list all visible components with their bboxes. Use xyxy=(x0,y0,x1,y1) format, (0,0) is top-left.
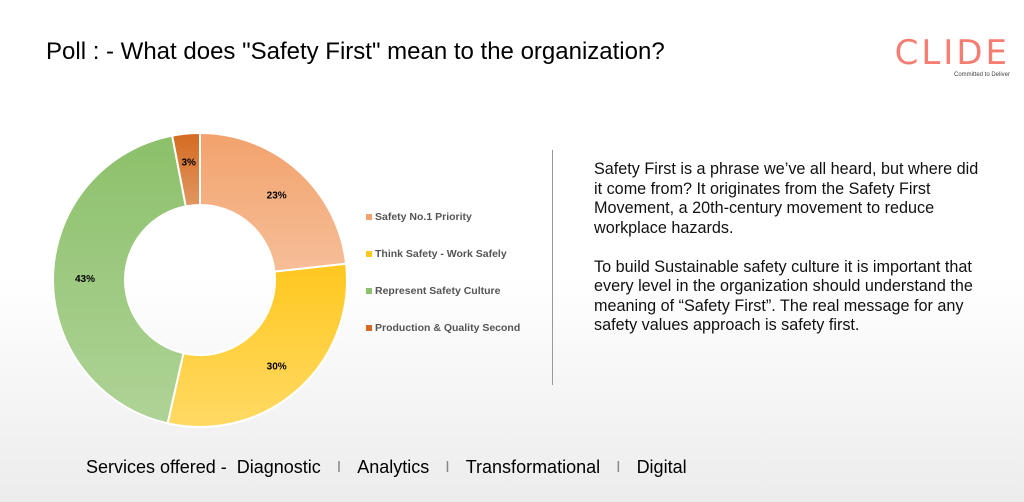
service-analytics: Analytics xyxy=(357,457,430,477)
description: Safety First is a phrase we’ve all heard… xyxy=(594,160,984,355)
legend-swatch xyxy=(366,251,372,257)
separator: I xyxy=(445,458,450,476)
service-digital: Digital xyxy=(636,457,687,477)
separator: I xyxy=(336,458,342,476)
clide-logo: CLIDE Committed to Deliver xyxy=(890,36,1010,79)
data-label: 23% xyxy=(267,190,287,201)
legend-swatch xyxy=(366,288,372,294)
data-label: 30% xyxy=(267,362,287,373)
services-label: Services offered - xyxy=(86,457,227,477)
logo-text: CLIDE xyxy=(894,33,1010,73)
legend-label: Think Safety - Work Safely xyxy=(375,248,507,260)
service-diagnostic: Diagnostic xyxy=(236,457,321,477)
service-transformational: Transformational xyxy=(465,457,601,477)
legend-label: Represent Safety Culture xyxy=(375,285,501,297)
separator: I xyxy=(616,458,621,476)
slice-2 xyxy=(52,134,187,425)
services-footer: Services offered - Diagnostic I Analytic… xyxy=(86,457,687,478)
data-label: 3% xyxy=(181,158,196,169)
slice-1 xyxy=(166,262,348,428)
slide-title: Poll : - What does "Safety First" mean t… xyxy=(46,38,665,65)
donut-chart: 23% 30% 43% 3% Safety No.1 Priority Think Sa… xyxy=(52,131,520,428)
legend-label: Production & Quality Second xyxy=(375,322,520,334)
divider xyxy=(552,150,553,385)
slice-3 xyxy=(171,131,201,208)
legend-swatch xyxy=(366,214,372,220)
legend-label: Safety No.1 Priority xyxy=(375,211,472,223)
paragraph-culture: To build Sustainable safety culture it i… xyxy=(594,257,973,335)
legend-swatch xyxy=(366,325,372,331)
slice-0 xyxy=(199,131,348,273)
data-label: 43% xyxy=(75,274,95,285)
paragraph-origin: Safety First is a phrase we’ve all heard… xyxy=(594,160,979,237)
logo-tagline: Committed to Deliver xyxy=(953,72,1010,78)
